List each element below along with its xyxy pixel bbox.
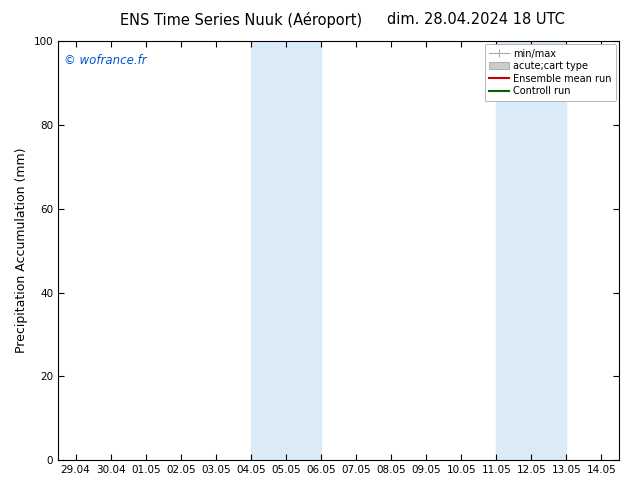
- Legend: min/max, acute;cart type, Ensemble mean run, Controll run: min/max, acute;cart type, Ensemble mean …: [484, 44, 616, 101]
- Y-axis label: Precipitation Accumulation (mm): Precipitation Accumulation (mm): [15, 148, 28, 353]
- Text: ENS Time Series Nuuk (Aéroport): ENS Time Series Nuuk (Aéroport): [120, 12, 362, 28]
- Bar: [496, 41, 566, 460]
- Bar: [251, 41, 321, 460]
- Text: © wofrance.fr: © wofrance.fr: [63, 53, 146, 67]
- Text: dim. 28.04.2024 18 UTC: dim. 28.04.2024 18 UTC: [387, 12, 564, 27]
